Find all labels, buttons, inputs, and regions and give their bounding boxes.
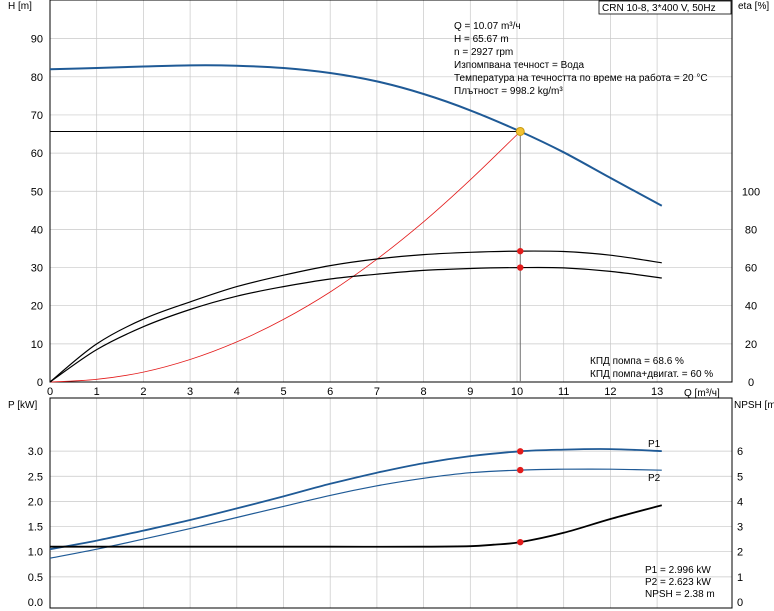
x-tick-label: 5 — [280, 386, 286, 398]
info-line-density: Плътност = 998.2 kg/m³ — [454, 86, 563, 97]
y-tick-label: 40 — [31, 224, 43, 236]
y-tick-label: 50 — [31, 186, 43, 198]
y-tick-label: 60 — [31, 148, 43, 160]
x-tick-label: 3 — [187, 386, 193, 398]
y-tick-label: 30 — [31, 263, 43, 275]
annotation-p2: P2 = 2.623 kW — [645, 577, 711, 588]
system-curve — [49, 131, 521, 383]
x-tick-label: 7 — [374, 386, 380, 398]
info-line-h: H = 65.67 m — [454, 34, 509, 45]
annotation-p1: P1 = 2.996 kW — [645, 565, 711, 576]
y2-tick-label: 40 — [745, 301, 757, 313]
y2-axis-title-npsh: NPSH [m] — [734, 400, 774, 411]
y2-tick-label: 60 — [745, 263, 757, 275]
marker-p2 — [517, 466, 524, 474]
info-line-temperature: Температура на течността по време на раб… — [454, 72, 708, 84]
y2-tick-label: 1 — [737, 572, 743, 584]
marker-duty-point — [515, 126, 525, 136]
y2-tick-label: 0 — [748, 377, 754, 389]
series-label-p1: P1 — [648, 439, 661, 450]
y-axis-title-h: H [m] — [8, 1, 32, 12]
y2-tick-label: 0 — [737, 597, 743, 609]
x-tick-label: 9 — [467, 386, 473, 398]
info-line-liquid: Изпомпвана течност = Вода — [454, 60, 584, 71]
marker-p1 — [517, 448, 524, 455]
power-p1-curve — [49, 448, 662, 551]
annotation-eta-pump: КПД помпа = 68.6 % — [590, 356, 684, 367]
curves — [49, 64, 663, 559]
marker-eta-total — [517, 264, 524, 271]
marker-eta-pump — [517, 247, 524, 255]
y-tick-label: 0 — [37, 377, 43, 389]
y2-tick-label: 3 — [737, 522, 743, 534]
y2-axis-title-eta: eta [%] — [738, 1, 769, 12]
annotation-eta-total: КПД помпа+двигат. = 60 % — [590, 369, 713, 380]
y-tick-label: 90 — [31, 34, 43, 46]
y-tick-label: 1.5 — [28, 522, 43, 534]
efficiency-total-curve — [49, 266, 662, 383]
y2-tick-label: 2 — [737, 547, 743, 559]
y-axis-title-p: P [kW] — [8, 400, 37, 411]
power-p2-curve — [49, 468, 662, 559]
y-tick-label: 2.0 — [28, 496, 43, 508]
grid-top — [50, 0, 732, 382]
series-label-p2: P2 — [648, 473, 661, 484]
top-plot-frame — [49, 0, 733, 383]
model-label: CRN 10-8, 3*400 V, 50Hz — [602, 3, 716, 14]
y-tick-label: 20 — [31, 301, 43, 313]
operating-point-markers — [515, 126, 525, 546]
x-tick-label: 11 — [558, 386, 569, 398]
y2-tick-label: 4 — [737, 496, 743, 508]
y-tick-label: 70 — [31, 110, 43, 122]
npsh-curve — [50, 504, 663, 548]
bottom-plot-frame — [49, 397, 733, 609]
grid-bottom — [50, 398, 732, 608]
x-tick-label: 13 — [651, 386, 663, 398]
y-tick-label: 0.5 — [28, 572, 43, 584]
y2-tick-label: 6 — [737, 446, 743, 458]
y2-tick-label: 100 — [742, 186, 760, 198]
x-tick-label: 6 — [327, 386, 333, 398]
info-line-n: n = 2927 rpm — [454, 47, 513, 58]
tick-labels: 0 1 2 3 4 5 6 7 8 9 10 11 12 130102030405060708090020… — [28, 34, 760, 609]
x-tick-label: 12 — [604, 386, 616, 398]
efficiency-pump-curve — [49, 250, 662, 383]
y2-tick-label: 5 — [737, 471, 743, 483]
x-tick-label: 8 — [421, 386, 427, 398]
head-curve — [49, 64, 663, 207]
model-box — [598, 0, 732, 15]
y-tick-label: 1.0 — [28, 547, 43, 559]
x-tick-label: 2 — [140, 386, 146, 398]
annotation-npsh: NPSH = 2.38 m — [645, 589, 715, 600]
x-tick-label: 0 — [47, 386, 53, 398]
y2-tick-label: 20 — [745, 339, 757, 351]
y-tick-label: 80 — [31, 72, 43, 84]
x-tick-label: 10 — [511, 386, 523, 398]
y2-tick-label: 80 — [745, 224, 757, 236]
x-tick-label: 1 — [94, 386, 100, 398]
y-tick-label: 2.5 — [28, 471, 43, 483]
y-tick-label: 10 — [31, 339, 43, 351]
marker-npsh — [517, 538, 524, 546]
x-tick-label: 4 — [234, 386, 240, 398]
y-tick-label: 0.0 — [28, 597, 43, 609]
info-line-q: Q = 10.07 m³/ч — [454, 21, 521, 32]
x-axis-title-q: Q [m³/ч] — [684, 388, 720, 399]
y-tick-label: 3.0 — [28, 446, 43, 458]
